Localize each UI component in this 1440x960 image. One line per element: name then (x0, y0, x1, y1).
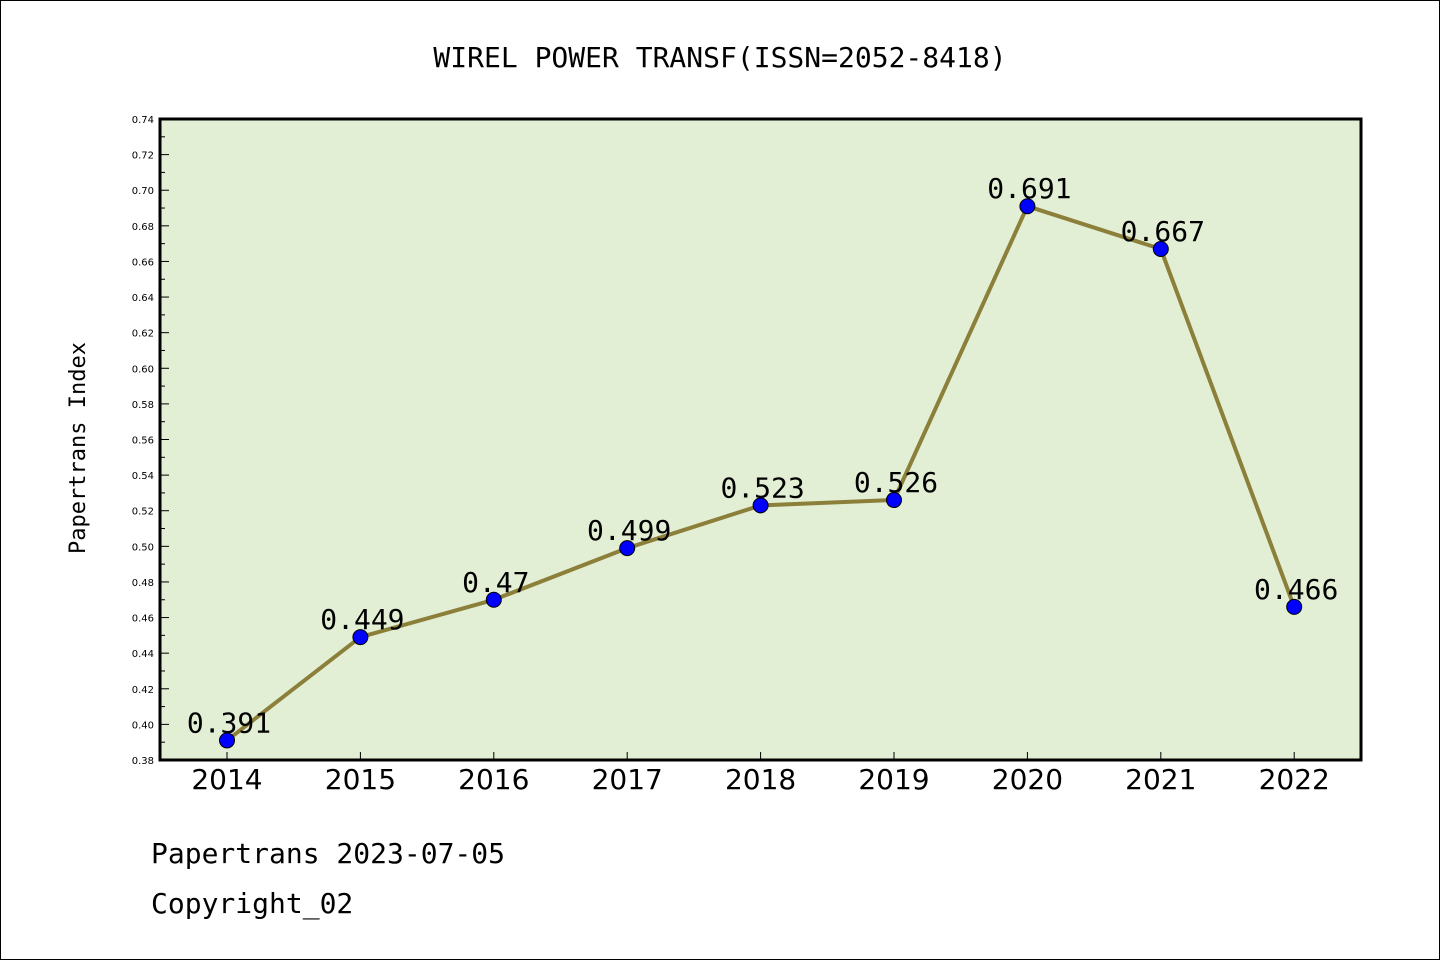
y-tick-label: 0.60 (132, 364, 154, 375)
y-tick-label: 0.38 (132, 756, 154, 767)
y-tick-label: 0.64 (132, 293, 154, 304)
y-tick-label: 0.68 (132, 222, 154, 233)
x-tick-label: 2022 (1259, 763, 1330, 796)
data-point (219, 732, 235, 749)
data-label: 0.391 (187, 706, 271, 739)
data-point (485, 591, 502, 608)
x-tick-label: 2014 (191, 763, 262, 796)
footer-copyright: Copyright_02 (151, 887, 354, 920)
x-tick-label: 2020 (992, 763, 1063, 796)
data-point (886, 492, 902, 509)
y-tick-label: 0.44 (132, 649, 154, 660)
y-tick-label: 0.66 (132, 257, 154, 268)
y-tick-label: 0.58 (132, 400, 154, 411)
data-label: 0.499 (587, 514, 671, 547)
footer-date: Papertrans 2023-07-05 (151, 837, 506, 870)
x-tick-label: 2019 (858, 763, 929, 796)
y-tick-label: 0.70 (132, 186, 154, 197)
y-tick-label: 0.40 (132, 720, 154, 731)
series-index (219, 198, 1303, 749)
data-labels: 0.391 0.449 0.47 0.499 0.523 0.526 0.691 0.667 0… (187, 172, 1338, 739)
y-tick-label: 0.52 (132, 507, 154, 518)
y-tick-label: 0.42 (132, 685, 154, 696)
x-tick-label: 2016 (458, 763, 529, 796)
data-point (752, 497, 769, 514)
data-label: 0.47 (462, 566, 529, 599)
x-tick-label: 2018 (725, 763, 796, 796)
data-label: 0.449 (320, 603, 404, 636)
chart-title: WIREL POWER TRANSF(ISSN=2052-8418) (433, 41, 1006, 74)
data-point (1286, 598, 1303, 615)
x-tick-label: 2021 (1125, 763, 1196, 796)
y-tick-label: 0.56 (132, 436, 154, 447)
y-tick-label: 0.50 (132, 542, 154, 553)
data-label: 0.466 (1254, 573, 1338, 606)
data-point (1152, 240, 1169, 257)
plot-area (158, 117, 1363, 762)
data-label: 0.523 (720, 471, 804, 504)
data-point (352, 629, 369, 646)
y-tick-label: 0.72 (132, 151, 154, 162)
y-tick-label: 0.46 (132, 614, 154, 625)
data-point (619, 540, 636, 557)
y-tick-label: 0.74 (132, 115, 154, 126)
y-axis: 0.38 0.40 0.42 0.44 0.46 0.48 0.50 0.52 0.54 0.56… (132, 115, 169, 767)
data-label: 0.691 (987, 172, 1071, 205)
data-point (1019, 198, 1036, 215)
y-tick-label: 0.54 (132, 471, 154, 482)
x-tick-label: 2015 (325, 763, 396, 796)
x-axis: 2014 2015 2016 2017 2018 2019 2020 2021 2022 (191, 752, 1330, 796)
x-tick-label: 2017 (592, 763, 663, 796)
y-tick-label: 0.48 (132, 578, 154, 589)
y-axis-label: Papertrans Index (66, 342, 91, 554)
data-label: 0.526 (854, 466, 938, 499)
data-label: 0.667 (1121, 215, 1205, 248)
y-tick-label: 0.62 (132, 329, 154, 340)
